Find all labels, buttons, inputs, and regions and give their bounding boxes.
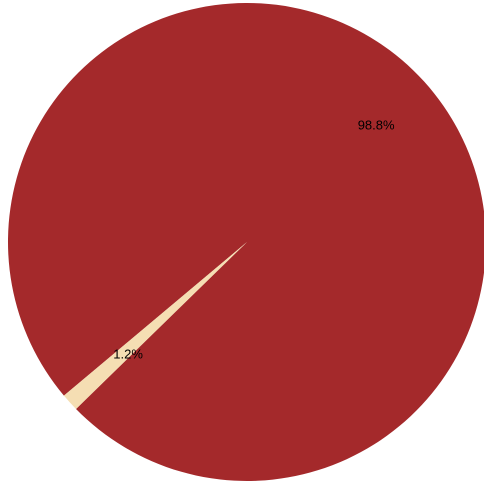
pie-slice-label-1: 98.8% xyxy=(358,118,395,133)
pie-slice-2 xyxy=(63,242,247,409)
pie-slice-1 xyxy=(7,3,484,481)
pie-slice-label-2: 1.2% xyxy=(113,347,143,362)
pie-slices xyxy=(7,3,484,481)
pie-labels: 98.8% 1.2% xyxy=(113,118,395,362)
